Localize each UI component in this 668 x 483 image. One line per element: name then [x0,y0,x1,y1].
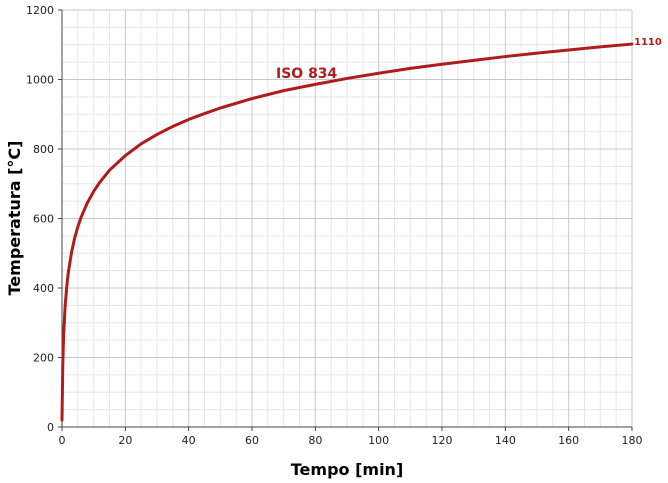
y-tick-label: 400 [33,282,54,295]
x-tick-label: 140 [495,434,516,447]
x-tick-label: 100 [368,434,389,447]
x-tick-label: 120 [432,434,453,447]
y-tick-label: 1000 [26,74,54,87]
x-tick-label: 20 [118,434,132,447]
y-tick-label: 200 [33,352,54,365]
x-tick-label: 80 [308,434,322,447]
major-grid [62,9,633,427]
series-label-iso-834: ISO 834 [276,66,338,82]
x-tick-label: 60 [245,434,259,447]
y-tick-label: 0 [47,421,54,434]
y-axis-title: Temperatura [°C] [5,141,24,296]
x-tick-label: 160 [558,434,579,447]
y-tick-label: 800 [33,143,54,156]
x-tick-label: 40 [182,434,196,447]
series-end-value-label: 1110 [634,37,662,48]
x-tick-label: 0 [59,434,66,447]
series-line-iso-834 [60,42,634,422]
y-tick-label: 1200 [26,4,54,17]
x-tick-label: 180 [622,434,643,447]
y-tick-label: 600 [33,213,54,226]
x-axis-title: Tempo [min] [291,460,404,479]
tick-labels: 0 20 40 60 80 100 120 140 160 180 0 200 400 600 800 100… [26,4,643,447]
